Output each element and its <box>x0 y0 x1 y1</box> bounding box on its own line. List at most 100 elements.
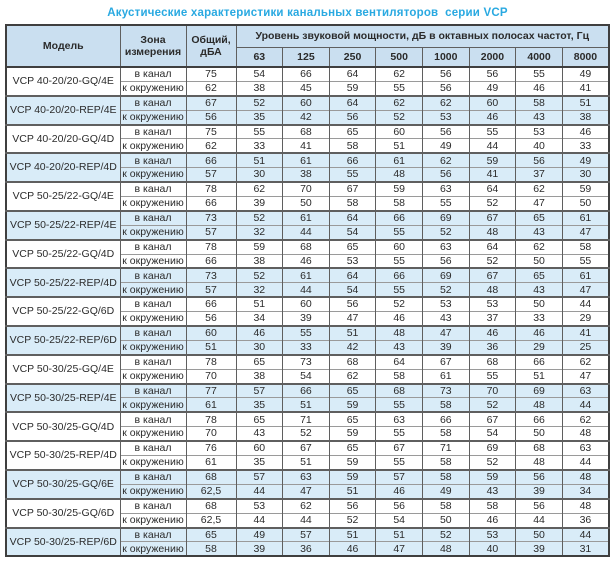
band-cell: 51 <box>282 397 330 413</box>
table-row-ambient: к окружению 62 38 45 59 55 56 49 46 41 <box>6 80 610 96</box>
model-cell: VCP 50-25/22-REP/6D <box>5 325 121 355</box>
band-cell: 46 <box>561 123 610 139</box>
table-row-duct: VCP 50-25/22-REP/4D в канал 73 52 61 64 … <box>5 267 610 298</box>
band-cell: 47 <box>375 541 423 557</box>
band-cell: 63 <box>422 181 470 197</box>
col-header-freq-125: 125 <box>282 46 330 68</box>
band-cell: 65 <box>328 123 377 139</box>
band-cell: 58 <box>561 238 610 255</box>
band-cell: 25 <box>561 339 610 355</box>
band-cell: 62 <box>515 181 563 197</box>
table-row-ambient: к окружению 51 30 33 42 43 39 36 29 25 <box>6 339 610 355</box>
total-cell-duct: 67 <box>185 94 237 111</box>
band-cell: 54 <box>328 224 377 240</box>
band-cell: 33 <box>282 339 330 355</box>
band-cell: 54 <box>468 426 517 442</box>
zone-cell-ambient: к окружению <box>119 138 187 154</box>
band-cell: 41 <box>561 325 610 341</box>
band-cell: 52 <box>235 94 284 111</box>
table-row-ambient: к окружению 70 43 52 59 55 58 54 50 48 <box>6 426 610 442</box>
total-cell-ambient: 57 <box>185 282 237 298</box>
band-cell: 51 <box>375 138 423 154</box>
band-cell: 43 <box>515 282 563 298</box>
band-cell: 48 <box>561 426 610 442</box>
total-cell-duct: 65 <box>185 526 237 542</box>
band-cell: 62 <box>515 238 563 255</box>
band-cell: 50 <box>515 296 563 312</box>
band-cell: 51 <box>328 483 377 499</box>
band-cell: 42 <box>328 339 377 355</box>
band-cell: 55 <box>468 123 517 139</box>
band-cell: 66 <box>328 152 377 168</box>
band-cell: 64 <box>468 238 517 255</box>
table-row-ambient: к окружению 62,5 44 44 52 54 50 46 44 36 <box>6 512 610 528</box>
band-cell: 58 <box>422 455 470 470</box>
band-cell: 31 <box>561 541 610 557</box>
total-cell-duct: 78 <box>185 181 237 197</box>
band-cell: 36 <box>468 339 517 355</box>
band-cell: 59 <box>468 468 517 485</box>
band-cell: 63 <box>282 468 330 485</box>
band-cell: 52 <box>375 109 423 125</box>
band-cell: 47 <box>515 196 563 211</box>
total-cell-ambient: 62,5 <box>185 512 237 528</box>
band-cell: 32 <box>235 224 284 240</box>
total-cell-duct: 77 <box>185 382 237 398</box>
band-cell: 49 <box>468 80 517 96</box>
band-cell: 46 <box>375 483 423 499</box>
band-cell: 48 <box>515 455 563 470</box>
total-cell-duct: 78 <box>185 411 237 427</box>
band-cell: 69 <box>422 209 470 226</box>
band-cell: 56 <box>422 123 470 139</box>
band-cell: 38 <box>235 368 284 384</box>
total-cell-duct: 78 <box>185 353 237 370</box>
zone-cell-duct: в канал <box>119 181 187 197</box>
band-cell: 68 <box>282 123 330 139</box>
band-cell: 34 <box>235 311 284 327</box>
band-cell: 55 <box>561 253 610 269</box>
band-cell: 59 <box>561 181 610 197</box>
band-cell: 56 <box>422 253 470 269</box>
table-row-ambient: к окружению 57 32 44 54 55 52 48 43 47 <box>6 282 610 298</box>
zone-cell-duct: в канал <box>119 209 187 226</box>
acoustic-characteristics-table: Модель Зона измерения Общий, дБА Уровень… <box>5 24 610 558</box>
model-cell: VCP 50-30/25-REP/4E <box>5 382 121 413</box>
band-cell: 46 <box>328 541 377 557</box>
zone-cell-duct: в канал <box>119 382 187 398</box>
band-cell: 39 <box>515 483 563 499</box>
band-cell: 33 <box>235 138 284 154</box>
band-cell: 53 <box>235 497 284 514</box>
band-cell: 58 <box>515 94 563 111</box>
zone-cell-ambient: к окружению <box>119 311 187 327</box>
band-cell: 33 <box>515 311 563 327</box>
band-cell: 51 <box>375 526 423 542</box>
zone-cell-duct: в канал <box>119 526 187 542</box>
band-cell: 39 <box>515 541 563 557</box>
model-cell: VCP 40-20/20-REP/4D <box>5 152 121 183</box>
band-cell: 54 <box>282 368 330 384</box>
band-cell: 52 <box>328 512 377 528</box>
band-cell: 56 <box>515 152 563 168</box>
band-cell: 52 <box>422 526 470 542</box>
band-cell: 64 <box>375 353 423 370</box>
band-cell: 59 <box>468 152 517 168</box>
col-header-freq-1000: 1000 <box>422 46 470 68</box>
band-cell: 46 <box>515 325 563 341</box>
band-cell: 66 <box>515 353 563 370</box>
band-cell: 64 <box>328 267 377 283</box>
band-cell: 51 <box>328 526 377 542</box>
band-cell: 51 <box>235 296 284 312</box>
band-cell: 58 <box>422 397 470 413</box>
zone-cell-ambient: к окружению <box>119 541 187 557</box>
model-cell: VCP 50-25/22-GQ/4E <box>5 181 121 211</box>
total-cell-ambient: 62,5 <box>185 483 237 499</box>
band-cell: 57 <box>235 468 284 485</box>
band-cell: 47 <box>422 325 470 341</box>
band-cell: 63 <box>561 382 610 398</box>
band-cell: 44 <box>561 397 610 413</box>
band-cell: 42 <box>282 109 330 125</box>
col-header-freq-63: 63 <box>235 46 284 68</box>
band-cell: 62 <box>561 353 610 370</box>
band-cell: 62 <box>561 411 610 427</box>
band-cell: 47 <box>561 224 610 240</box>
